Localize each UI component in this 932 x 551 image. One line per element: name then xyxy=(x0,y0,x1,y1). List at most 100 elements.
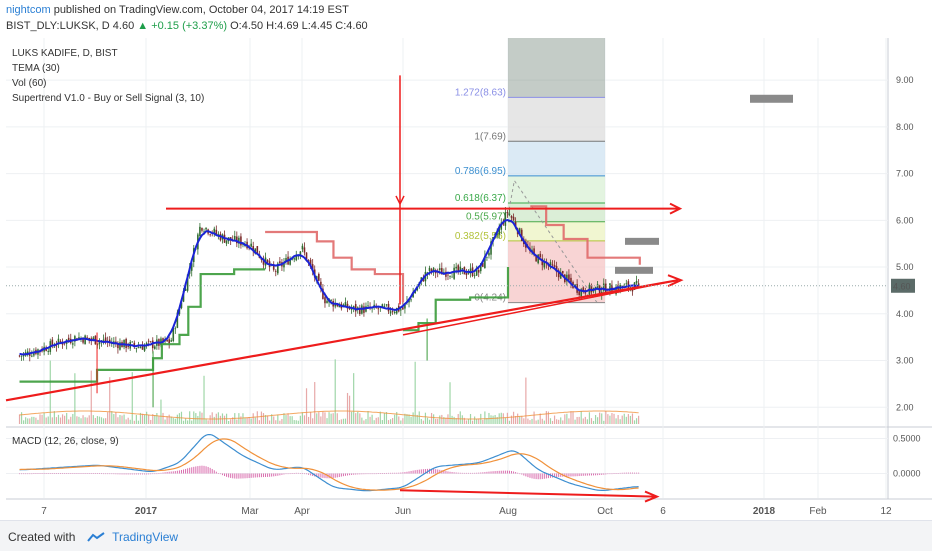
macd-histogram-bar xyxy=(537,473,539,480)
volume-bar xyxy=(191,420,193,424)
macd-histogram-bar xyxy=(35,473,37,474)
candle-body xyxy=(168,339,170,344)
macd-histogram-bar xyxy=(568,473,570,477)
macd-histogram-bar xyxy=(146,473,148,475)
volume-bar xyxy=(156,413,158,424)
macd-histogram-bar xyxy=(638,472,640,474)
candle-body xyxy=(289,258,291,265)
price-tick-label: 9.00 xyxy=(896,75,914,85)
macd-histogram-bar xyxy=(554,473,556,478)
candle-body xyxy=(309,259,312,266)
candle-body xyxy=(53,346,56,348)
volume-bar xyxy=(217,412,219,424)
volume-bar xyxy=(576,416,578,424)
tradingview-brand[interactable]: TradingView xyxy=(112,530,179,544)
volume-bar xyxy=(478,418,480,424)
volume-bar xyxy=(494,415,496,424)
macd-histogram-bar xyxy=(353,473,355,475)
macd-histogram-bar xyxy=(593,473,595,476)
volume-bar xyxy=(416,414,418,424)
volume-bar xyxy=(357,411,359,424)
volume-bar xyxy=(53,411,55,424)
candle-body xyxy=(389,311,392,314)
volume-bar xyxy=(474,416,476,424)
macd-histogram-bar xyxy=(88,473,90,474)
price-tick-label: 6.00 xyxy=(896,215,914,225)
volume-bar xyxy=(72,413,74,424)
macd-histogram-bar xyxy=(613,473,615,474)
candle-body xyxy=(59,340,62,342)
volume-bar xyxy=(119,415,121,424)
volume-bar xyxy=(385,412,388,424)
volume-bar xyxy=(527,418,529,424)
macd-legend: MACD (12, 26, close, 9) xyxy=(12,436,119,447)
macd-histogram-bar xyxy=(433,469,435,474)
candle-body xyxy=(455,266,457,269)
author-link[interactable]: nightcom xyxy=(6,4,51,16)
candle-body xyxy=(510,216,513,218)
macd-histogram-bar xyxy=(285,473,287,475)
candle-body xyxy=(250,243,252,247)
macd-histogram-bar xyxy=(361,473,363,475)
volume-bar xyxy=(461,415,463,424)
volume-bar xyxy=(406,414,408,424)
tradingview-logo-icon xyxy=(86,532,105,542)
macd-histogram-bar xyxy=(414,470,416,474)
candle-body xyxy=(568,274,570,280)
volume-bar xyxy=(592,420,595,424)
volume-bar xyxy=(90,370,92,424)
candle-body xyxy=(578,291,580,296)
volume-bar xyxy=(301,412,304,424)
candle-body xyxy=(90,338,93,340)
macd-histogram-bar xyxy=(197,466,199,474)
candle-body xyxy=(451,276,453,278)
candle-body xyxy=(133,342,136,347)
macd-histogram-bar xyxy=(443,470,445,474)
candle-body xyxy=(45,348,47,351)
macd-histogram-bar xyxy=(211,468,213,474)
fib-zone xyxy=(508,38,605,98)
x-tick-label: 2018 xyxy=(753,506,776,517)
volume-bar xyxy=(76,416,78,424)
candle-body xyxy=(117,343,119,349)
price-tick-label: 7.00 xyxy=(896,169,914,179)
candle-body xyxy=(141,346,144,350)
volume-bar xyxy=(449,382,451,424)
macd-histogram-bar xyxy=(320,473,322,478)
volume-bar xyxy=(182,420,185,424)
volume-bar xyxy=(295,420,297,424)
volume-bar xyxy=(70,416,72,424)
candle-body xyxy=(445,271,447,277)
projection-block xyxy=(625,237,659,245)
volume-bar xyxy=(213,416,215,424)
macd-histogram-bar xyxy=(406,471,408,474)
macd-histogram-bar xyxy=(330,473,332,479)
volume-bar xyxy=(271,414,273,424)
macd-histogram-bar xyxy=(332,473,334,478)
macd-histogram-bar xyxy=(150,473,152,475)
macd-histogram-bar xyxy=(621,472,623,474)
macd-histogram-bar xyxy=(265,473,267,477)
macd-histogram-bar xyxy=(451,472,453,474)
last-price-tag xyxy=(891,278,915,293)
candle-body xyxy=(307,260,310,262)
supertrend-line xyxy=(265,230,405,303)
volume-bar xyxy=(289,416,291,424)
volume-bar xyxy=(312,418,314,424)
macd-histogram-bar xyxy=(127,473,129,475)
volume-bar xyxy=(264,414,267,424)
volume-bar xyxy=(420,419,422,424)
volume-bar xyxy=(369,416,371,424)
candle-body xyxy=(637,283,640,286)
candle-body xyxy=(354,304,357,312)
volume-bar xyxy=(154,415,156,424)
volume-bar xyxy=(187,420,189,424)
candle-body xyxy=(393,311,396,313)
volume-bar xyxy=(305,388,308,424)
price-chart[interactable]: 9.008.007.006.005.004.003.002.000(4.24)0… xyxy=(0,0,932,520)
volume-bar xyxy=(29,418,31,424)
macd-histogram-bar xyxy=(617,473,619,474)
volume-bar xyxy=(115,412,117,424)
candle-body xyxy=(320,281,322,288)
macd-histogram-bar xyxy=(166,471,168,474)
